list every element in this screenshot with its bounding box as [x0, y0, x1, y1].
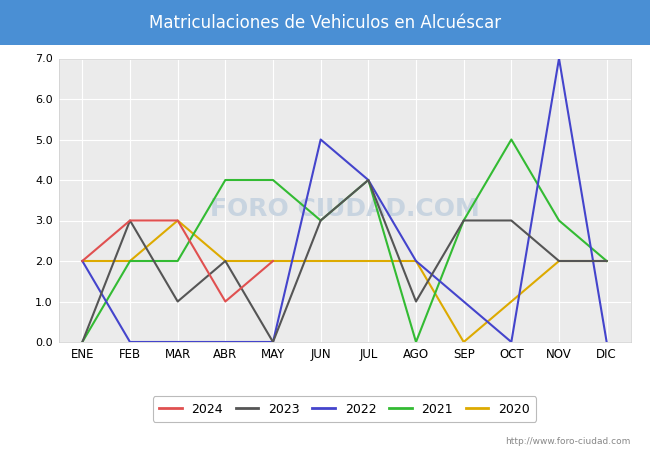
Legend: 2024, 2023, 2022, 2021, 2020: 2024, 2023, 2022, 2021, 2020 — [153, 396, 536, 422]
Text: FORO CIUDAD.COM: FORO CIUDAD.COM — [209, 197, 480, 221]
Text: http://www.foro-ciudad.com: http://www.foro-ciudad.com — [505, 436, 630, 446]
Text: Matriculaciones de Vehiculos en Alcuéscar: Matriculaciones de Vehiculos en Alcuésca… — [149, 14, 501, 32]
